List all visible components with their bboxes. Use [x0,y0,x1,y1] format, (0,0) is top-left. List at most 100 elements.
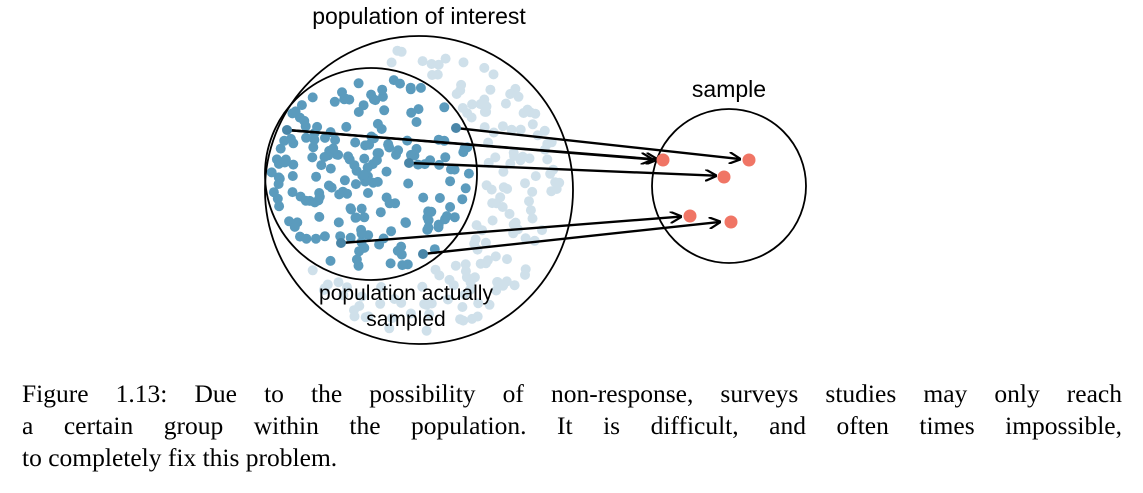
population-dot [522,104,533,115]
sample-dot [742,153,756,167]
population-dot [338,290,349,301]
sampled-population-dot [353,78,364,89]
sampled-population-dot [274,201,285,212]
sampling-diagram: population of interest sample population… [264,3,807,345]
population-dot [487,215,498,226]
sampled-population-dot [460,183,471,194]
population-dot [495,192,506,203]
arrow-origin-dot [451,123,461,133]
sampled-population-dot [403,178,414,189]
sample-dot [656,153,670,167]
population-dot [430,264,441,275]
sampled-population-dot [381,166,392,177]
population-dot [457,302,468,312]
population-dot [509,280,520,291]
population-dot [502,254,512,265]
population-dot [466,112,477,123]
population-dot [487,198,498,209]
population-dot [525,205,536,216]
sampled-population-dot [356,228,367,239]
population-dot [386,57,397,68]
sampled-population-dot [316,160,327,171]
population-dot [509,151,520,161]
population-actually-sampled-label-line1: population actually [319,282,493,305]
population-dot [342,282,352,293]
population-dot [375,298,386,309]
population-dot [475,99,486,110]
sampled-population-dot [359,169,370,180]
population-dot [417,56,428,67]
sampled-population-dot [345,232,356,243]
population-dot [469,272,480,283]
sampled-population-dot [359,153,370,164]
population-dot [485,84,496,95]
sampled-population-dot [445,176,456,187]
population-dot [488,69,499,80]
population-dot [498,166,509,177]
sampled-population-dot [393,145,404,156]
sampled-population-dot [411,143,422,154]
population-dot [442,294,453,305]
sampled-population-dot [406,107,417,118]
population-dot [444,274,455,285]
arrow-origin-dot [404,158,414,168]
sampled-population-dot [308,142,319,153]
population-dot [498,182,509,193]
population-dot [490,251,501,262]
population-dot [427,70,438,80]
sampled-population-dot [287,187,298,198]
population-actually-sampled-circle [264,67,478,281]
sampled-population-dot [275,143,286,154]
sampled-population-dot [439,135,450,146]
population-dot [520,178,530,189]
caption-line-2: a certain group within the population. I… [22,411,1122,440]
sampled-population-dot [354,246,365,257]
arrow-origin-dot [418,249,428,259]
sampled-population-dot [351,254,362,265]
sampled-population-dot [363,188,373,198]
sampled-population-dot [356,203,367,214]
arrow-origin-dot [336,238,346,248]
sampled-population-dot [383,139,394,150]
sampled-population-dot [307,92,318,103]
sampling-arrow [422,222,720,256]
sampled-population-dot [314,211,325,222]
sample-dot [683,209,697,223]
sample-circle [651,108,807,264]
population-dot [542,154,553,165]
sampled-population-dot [333,217,344,228]
population-dot [505,89,516,99]
sampled-population-dot [371,155,382,166]
sampled-population-dot [319,152,330,162]
sampled-population-dot [339,175,350,186]
population-of-interest-label: population of interest [312,3,526,29]
population-dot [363,311,374,322]
population-dot [450,260,461,271]
population-dot [484,299,495,310]
population-dot [515,124,526,135]
arrow-origin-dot [282,125,292,135]
sampled-population-dot [446,164,456,175]
sampled-population-dot [296,100,307,111]
sampled-population-dot [360,140,371,151]
sampled-population-dot [279,157,290,168]
sampled-population-dot [268,187,279,198]
sampled-population-dot [359,212,370,223]
population-dot [405,308,416,319]
sampling-arrow [408,161,716,176]
sampled-population-dot [325,255,336,266]
sampled-population-dot [372,176,383,187]
caption-line-3: to completely fix this problem. [22,443,338,472]
population-dot [481,258,491,269]
population-dot [520,264,531,275]
population-dot [480,237,491,248]
population-dot [486,184,497,195]
population-dot [440,53,451,64]
population-dot [354,301,365,311]
sampled-population-dot [341,121,352,132]
population-dot [490,152,501,163]
sampled-population-dot [307,152,318,163]
sampled-population-dot [423,222,434,233]
sampled-population-dot [415,82,426,93]
population-dot [479,62,490,73]
